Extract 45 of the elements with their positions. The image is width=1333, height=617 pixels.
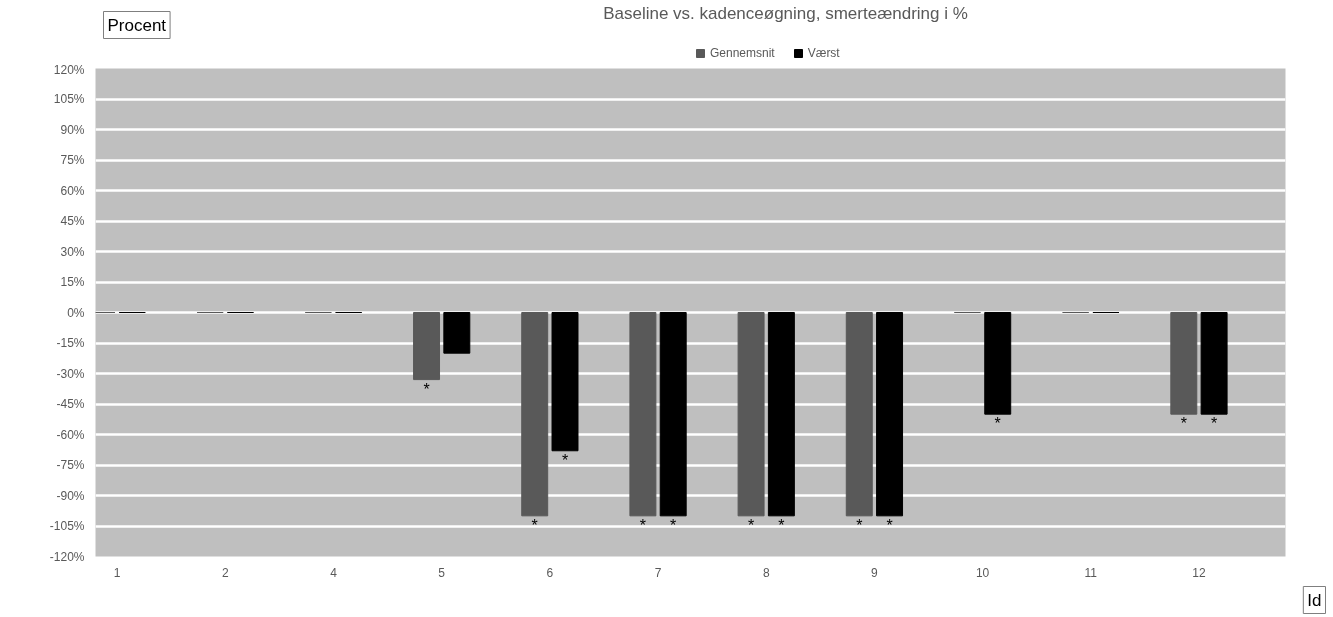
x-tick-label: 4 xyxy=(330,565,338,580)
y-tick-label: 0% xyxy=(67,305,85,320)
y-tick-label: 60% xyxy=(60,183,85,198)
legend-label: Værst xyxy=(807,46,840,60)
y-tick-label: -45% xyxy=(56,397,85,411)
x-tick-label: 8 xyxy=(762,565,770,580)
y-tick-label: 30% xyxy=(60,244,85,259)
x-tick-label: 7 xyxy=(654,565,662,580)
x-tick-label: 5 xyxy=(438,565,446,580)
y-tick-label: 45% xyxy=(60,214,85,228)
y-tick-label: 75% xyxy=(60,153,85,167)
x-tick-label: 9 xyxy=(871,565,879,580)
annotation: * xyxy=(856,516,863,534)
annotation: * xyxy=(1180,415,1187,433)
y-tick-label: -75% xyxy=(56,458,85,472)
y-axis-title: Procent xyxy=(107,15,167,35)
annotation: * xyxy=(423,380,430,398)
y-tick-label: 90% xyxy=(60,122,85,137)
y-tick-label: 15% xyxy=(60,275,85,289)
annotation: * xyxy=(670,516,677,534)
x-tick-label: 2 xyxy=(221,565,229,580)
annotation: * xyxy=(639,516,647,534)
x-tick-label: 1 xyxy=(113,565,121,580)
x-axis-title: Id xyxy=(1307,590,1322,610)
y-tick-label: -60% xyxy=(56,427,85,442)
annotation: * xyxy=(531,516,538,534)
y-tick-label: -30% xyxy=(56,366,85,381)
annotation: * xyxy=(886,516,893,534)
chart-title: Baseline vs. kadenceøgning, smerteændring i % xyxy=(603,3,968,23)
y-tick-label: 105% xyxy=(53,92,85,106)
y-tick-label: -105% xyxy=(49,519,85,533)
legend-label: Gennemsnit xyxy=(710,46,775,60)
annotation: * xyxy=(778,516,785,534)
x-tick-label: 6 xyxy=(546,565,554,580)
x-tick-label: 10 xyxy=(975,565,990,580)
y-tick-label: -90% xyxy=(56,488,85,503)
y-tick-label: -120% xyxy=(49,549,85,564)
annotation: * xyxy=(561,451,569,469)
y-tick-label: 120% xyxy=(53,62,85,77)
y-tick-label: -15% xyxy=(56,336,85,350)
x-tick-label: 12 xyxy=(1192,565,1206,580)
annotation: * xyxy=(994,415,1001,433)
x-tick-label: 11 xyxy=(1084,565,1098,580)
annotation: * xyxy=(1210,415,1218,433)
annotation: * xyxy=(747,516,755,534)
